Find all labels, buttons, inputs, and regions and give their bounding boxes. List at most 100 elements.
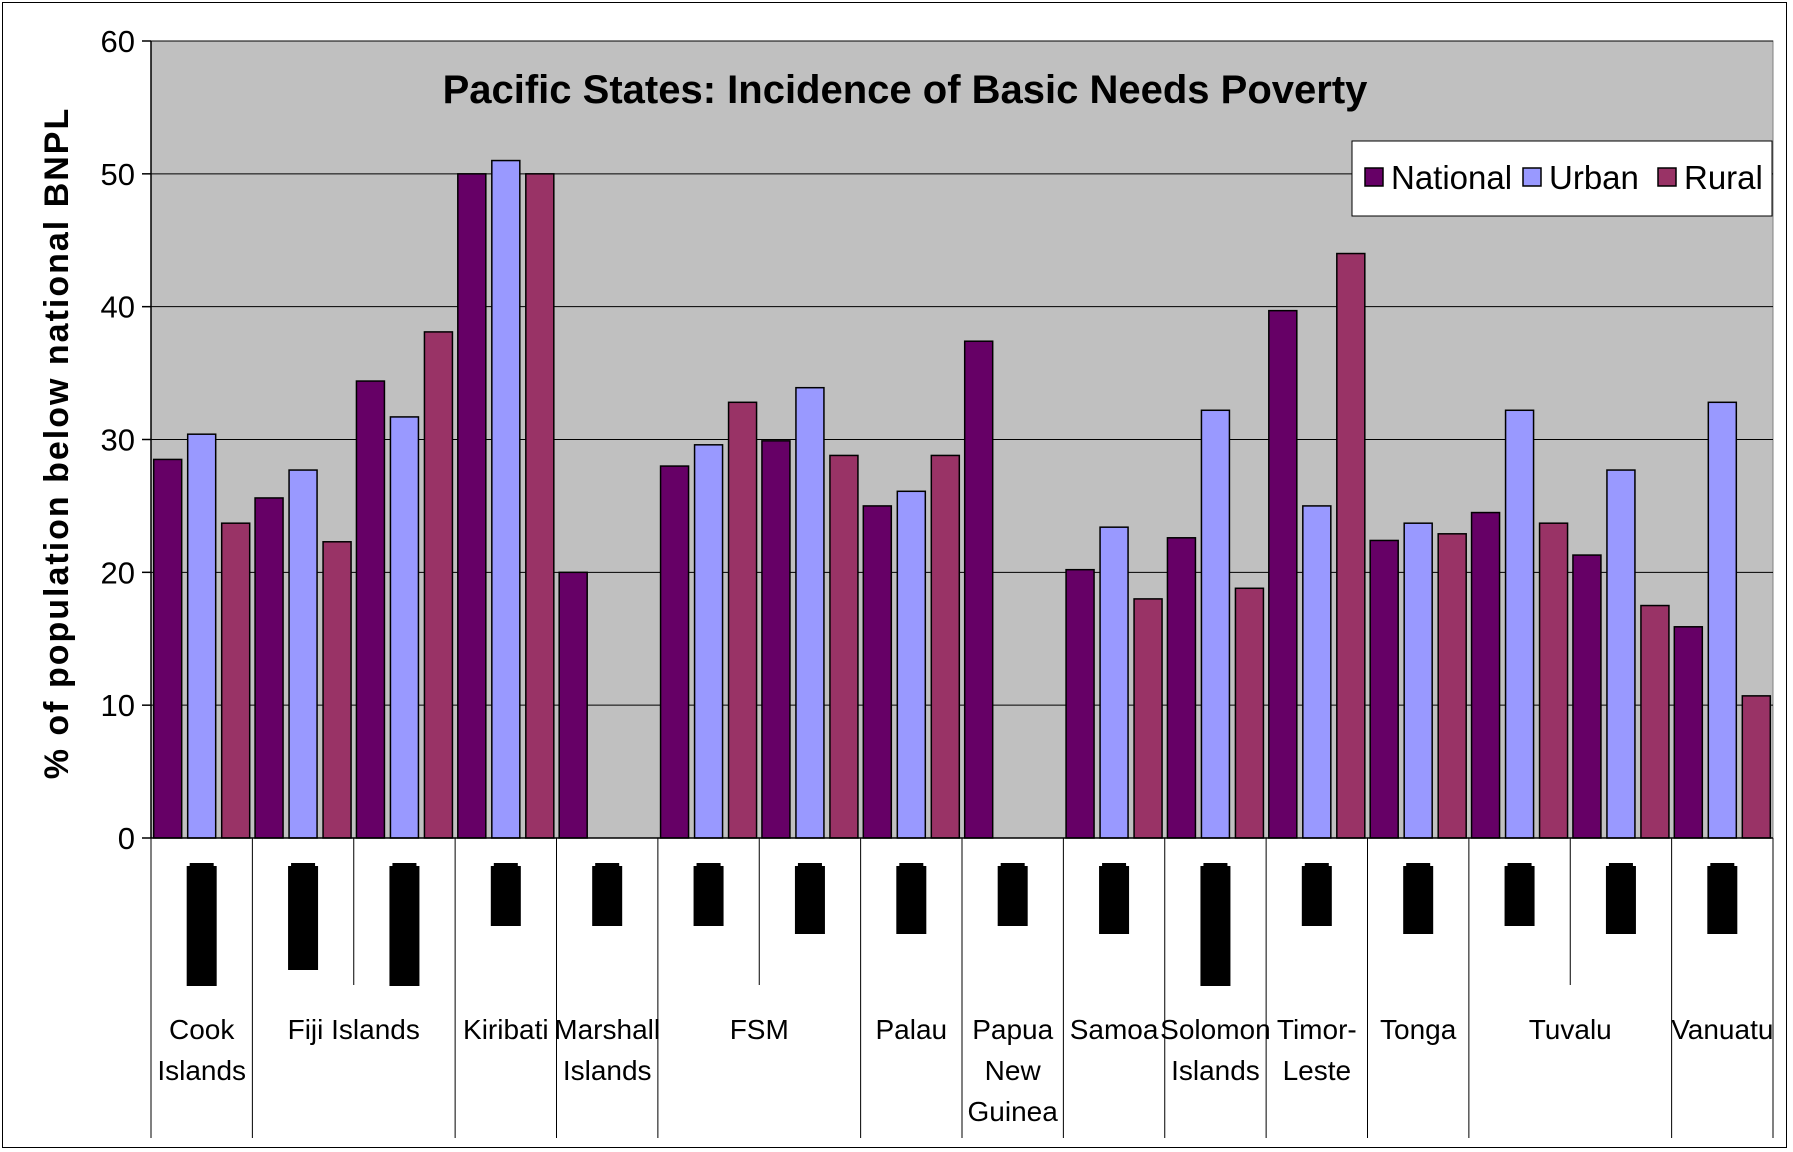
bar — [491, 159, 521, 839]
bar — [1268, 309, 1298, 839]
bar — [659, 465, 690, 839]
category-label-line: Timor- — [1277, 1014, 1357, 1045]
bar — [963, 340, 994, 839]
y-tick-label: 60 — [101, 24, 135, 59]
redacted-label-cap — [1203, 863, 1228, 866]
redacted-label-block — [288, 866, 319, 970]
bar — [288, 469, 318, 839]
bar — [322, 541, 352, 839]
y-tick-label: 50 — [101, 157, 135, 192]
bar — [1166, 537, 1197, 839]
redacted-label-block — [186, 866, 217, 986]
bar — [896, 490, 927, 839]
category-label-line: Cook — [169, 1014, 235, 1045]
bar — [795, 386, 825, 839]
legend-label: National — [1391, 159, 1512, 196]
redacted-label-cap — [1507, 863, 1532, 866]
bar — [693, 444, 724, 839]
y-axis-title: % of population below national BNPL — [38, 107, 76, 780]
category-label-line: Guinea — [968, 1096, 1059, 1127]
redacted-label-cap — [1710, 863, 1735, 866]
redacted-label-block — [1403, 866, 1434, 934]
bar — [254, 497, 284, 839]
category-label: Papua New Guinea — [968, 1014, 1059, 1127]
category-label-line: Solomon — [1160, 1014, 1271, 1045]
category-label-line: Islands — [157, 1055, 246, 1086]
bar — [1504, 409, 1535, 839]
gridlines — [151, 40, 1773, 706]
bar — [1234, 587, 1265, 839]
bar — [423, 331, 454, 839]
y-tick-label: 10 — [101, 688, 135, 723]
bar — [1437, 533, 1467, 839]
category-label-line: Fiji Islands — [288, 1014, 420, 1045]
category-label: Cook Islands — [157, 1014, 246, 1086]
chart-title: Pacific States: Incidence of Basic Needs… — [443, 68, 1369, 112]
redacted-label-cap — [189, 863, 214, 866]
bar — [1302, 505, 1332, 839]
category-label-line: Islands — [563, 1055, 652, 1086]
y-tick-label: 20 — [101, 555, 135, 590]
category-label: Tuvalu — [1529, 1014, 1612, 1045]
redacted-label-block — [389, 866, 420, 986]
redacted-label-cap — [1000, 863, 1025, 866]
bar — [1640, 604, 1670, 839]
redacted-label-cap — [797, 863, 822, 866]
category-label-line: FSM — [730, 1014, 789, 1045]
redacted-label-block — [1200, 866, 1231, 986]
legend-swatch — [1522, 167, 1542, 187]
bar — [1673, 626, 1704, 839]
bar — [1403, 522, 1433, 839]
bars — [152, 159, 1772, 839]
bar — [1707, 401, 1738, 839]
redacted-label-cap — [1102, 863, 1127, 866]
bar — [1572, 554, 1602, 839]
category-label: Marshall Islands — [554, 1014, 660, 1086]
category-label: Fiji Islands — [288, 1014, 420, 1045]
category-label: Kiribati — [463, 1014, 549, 1045]
category-label-line: Tuvalu — [1529, 1014, 1612, 1045]
redacted-label-cap — [1304, 863, 1329, 866]
redacted-label-block — [1707, 866, 1738, 934]
redacted-label-cap — [696, 863, 721, 866]
category-label-line: Papua — [972, 1014, 1053, 1045]
redacted-label-cap — [1608, 863, 1633, 866]
redacted-label-cap — [1406, 863, 1431, 866]
redacted-label-cap — [392, 863, 417, 866]
redacted-label-cap — [595, 863, 620, 866]
category-label: Tonga — [1380, 1014, 1457, 1045]
redacted-label-cap — [493, 863, 518, 866]
bar — [862, 505, 893, 839]
y-tick-label: 0 — [118, 821, 135, 856]
redacted-label-block — [592, 866, 623, 926]
legend-box — [1351, 140, 1773, 217]
bar — [389, 416, 420, 839]
bar — [761, 440, 791, 839]
legend-label: Urban — [1549, 159, 1639, 196]
bar — [1133, 598, 1163, 839]
bar — [1606, 469, 1636, 839]
redacted-label-block — [997, 866, 1028, 926]
bar — [186, 433, 217, 839]
redacted-label-cap — [291, 863, 316, 866]
category-label: Palau — [876, 1014, 948, 1045]
legend-swatch — [1364, 167, 1384, 187]
legend-label: Rural — [1684, 159, 1763, 196]
category-label-line: Kiribati — [463, 1014, 549, 1045]
category-label: Samoa — [1070, 1014, 1159, 1045]
bar — [220, 522, 251, 839]
bar — [1065, 568, 1095, 839]
category-label-line: Islands — [1171, 1055, 1260, 1086]
y-tick-label: 30 — [101, 423, 135, 458]
category-label-line: Vanuatu — [1671, 1014, 1773, 1045]
redacted-label-block — [1301, 866, 1332, 926]
category-label-line: Palau — [876, 1014, 948, 1045]
bar — [1099, 526, 1129, 839]
category-label: Timor- Leste — [1277, 1014, 1357, 1086]
category-axis: Cook Islands Fiji Islands Kiribati Marshall I… — [150, 838, 1774, 1138]
redacted-label-block — [1504, 866, 1535, 926]
category-label: Solomon Islands — [1160, 1014, 1271, 1086]
category-label-line: Marshall — [554, 1014, 660, 1045]
